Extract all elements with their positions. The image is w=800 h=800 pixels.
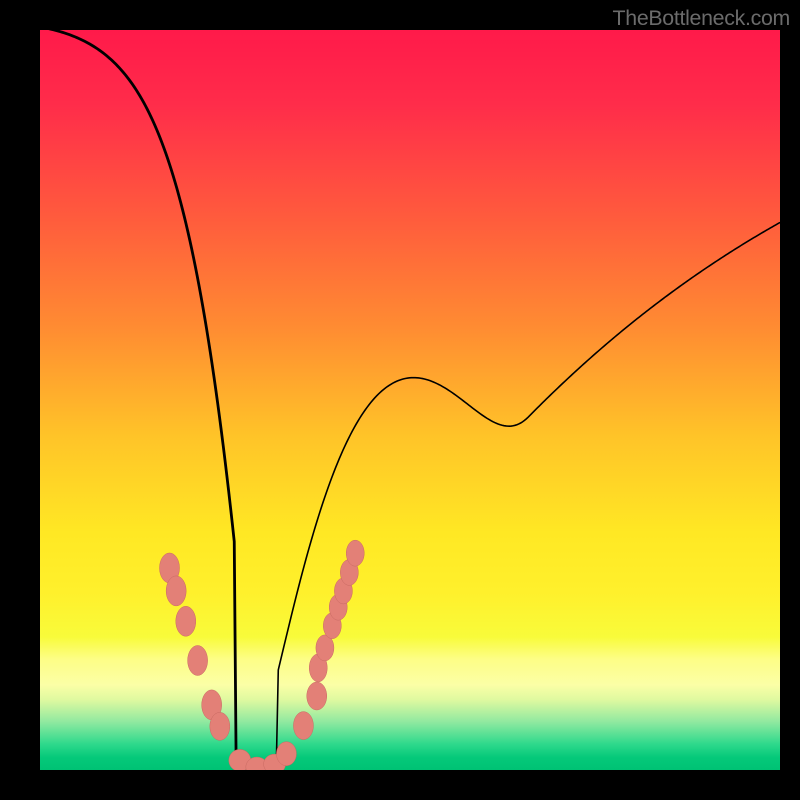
watermark-text: TheBottleneck.com: [613, 6, 790, 31]
marker-5: [210, 712, 230, 740]
marker-11: [307, 682, 327, 710]
marker-2: [176, 606, 196, 636]
bottleneck-chart: [0, 0, 800, 800]
marker-18: [346, 540, 364, 566]
plot-background: [40, 30, 780, 770]
marker-9: [276, 742, 296, 766]
marker-1: [166, 576, 186, 606]
marker-10: [293, 712, 313, 740]
marker-3: [188, 645, 208, 675]
